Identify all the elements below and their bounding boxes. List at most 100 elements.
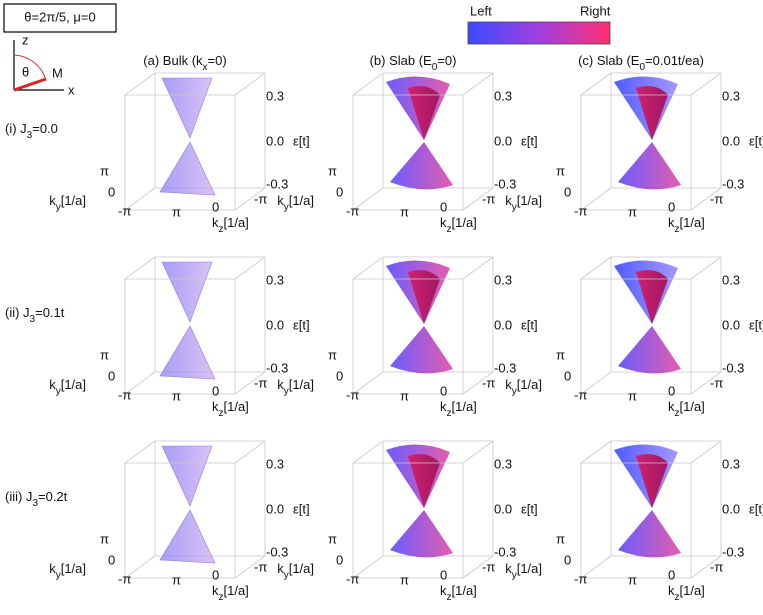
- ky-axis-label: ky[1/a]: [277, 561, 314, 581]
- kz-tick-label: -π: [710, 191, 723, 206]
- energy-axis-label: ε[t]: [521, 317, 538, 332]
- column-title-part: =0): [437, 53, 456, 68]
- ky-tick-label: -π: [346, 387, 359, 402]
- kz-axis-label-part: z: [219, 592, 224, 603]
- kz-tick-label: -π: [482, 559, 495, 574]
- m-arrow: [13, 77, 47, 92]
- cube-edge: [462, 72, 494, 96]
- cube-edge: [124, 256, 156, 280]
- panel: [124, 440, 266, 579]
- kz-tick-label: 0: [212, 199, 219, 214]
- kz-axis-label-part: z: [219, 408, 224, 419]
- ky-axis-label: ky[1/a]: [49, 377, 86, 397]
- surface: [159, 325, 216, 380]
- kz-axis-label-part: k: [440, 215, 447, 230]
- ky-axis-label-part: k: [505, 193, 512, 208]
- cube-edge: [124, 555, 156, 579]
- energy-axis-label: ε[t]: [521, 133, 538, 148]
- energy-tick-label: -0.3: [494, 176, 516, 191]
- kz-tick-label: 0: [668, 199, 675, 214]
- ky-axis-label-part: k: [277, 561, 284, 576]
- cube-edge: [690, 555, 722, 579]
- energy-tick-label: 0.0: [266, 501, 284, 516]
- cube-edge: [234, 371, 266, 395]
- ky-tick-label: π: [556, 163, 565, 178]
- cube-edge: [124, 440, 156, 464]
- cube-edge: [580, 187, 612, 211]
- kz-tick-label: π: [400, 204, 409, 219]
- energy-tick-label: 0.0: [722, 133, 740, 148]
- row-label-part: 3: [30, 314, 36, 325]
- cube-edge: [580, 256, 612, 280]
- cube-edge: [690, 256, 722, 280]
- column-title-part: =0.01t/ea): [645, 53, 704, 68]
- energy-tick-label: 0.3: [494, 456, 512, 471]
- surface: [636, 454, 668, 508]
- kz-tick-label: π: [628, 572, 637, 587]
- kz-axis-label-part: z: [675, 224, 680, 235]
- ky-axis-label-part: [1/a]: [61, 377, 86, 392]
- ky-tick-label: π: [100, 531, 109, 546]
- kz-axis-label-part: [1/a]: [452, 215, 477, 230]
- ky-tick-label: -π: [346, 203, 359, 218]
- ky-axis-label-part: [1/a]: [517, 193, 542, 208]
- ky-axis-label-part: k: [277, 193, 284, 208]
- column-title-part: (a) Bulk (k: [143, 53, 203, 68]
- energy-tick-label: -0.3: [722, 360, 744, 375]
- kz-axis-label-part: k: [212, 399, 219, 414]
- kz-axis-label-part: k: [212, 583, 219, 598]
- kz-axis-label-part: z: [447, 592, 452, 603]
- panel: [580, 256, 722, 395]
- panel: [580, 440, 722, 579]
- row-label-part: 3: [32, 498, 38, 509]
- kz-tick-label: 0: [440, 199, 447, 214]
- kz-axis-label: kz[1/a]: [668, 399, 705, 419]
- kz-tick-label: -π: [482, 375, 495, 390]
- row-label-part: =0.1t: [35, 305, 65, 320]
- kz-tick-label: π: [400, 572, 409, 587]
- kz-axis-label-part: k: [668, 399, 675, 414]
- cube-edge: [462, 256, 494, 280]
- ky-tick-label: 0: [108, 184, 115, 199]
- panel: [352, 256, 494, 395]
- kz-tick-label: π: [172, 388, 181, 403]
- energy-tick-label: -0.3: [266, 360, 288, 375]
- surface: [390, 326, 453, 374]
- ky-axis-label-part: k: [49, 561, 56, 576]
- cube-edge: [462, 187, 494, 211]
- ky-axis-label-part: [1/a]: [289, 377, 314, 392]
- energy-tick-label: -0.3: [494, 360, 516, 375]
- kz-axis-label-part: z: [675, 592, 680, 603]
- surface: [159, 509, 216, 564]
- ky-tick-label: 0: [108, 368, 115, 383]
- kz-axis-label-part: z: [219, 224, 224, 235]
- cube-edge: [352, 440, 384, 464]
- ky-axis-label: ky[1/a]: [49, 561, 86, 581]
- ky-tick-label: -π: [118, 387, 131, 402]
- ky-tick-label: 0: [564, 552, 571, 567]
- column-title: (c) Slab (E0=0.01t/ea): [578, 53, 704, 73]
- kz-axis-label-part: z: [447, 224, 452, 235]
- surface: [636, 270, 668, 324]
- kz-axis-label-part: [1/a]: [452, 583, 477, 598]
- surface: [618, 326, 681, 374]
- cube-edge: [580, 371, 612, 395]
- surface: [636, 86, 668, 140]
- surface: [159, 141, 216, 196]
- cube-edge: [234, 256, 266, 280]
- cube-edge: [234, 440, 266, 464]
- colorbar: [467, 21, 611, 45]
- energy-tick-label: 0.3: [722, 272, 740, 287]
- kz-axis-label-part: k: [212, 215, 219, 230]
- surface: [408, 270, 440, 324]
- energy-axis-label: ε[t]: [293, 501, 310, 516]
- kz-axis-label-part: z: [447, 408, 452, 419]
- ky-axis-label-part: y: [56, 386, 61, 397]
- ky-axis-label-part: [1/a]: [61, 193, 86, 208]
- ky-axis-label-part: [1/a]: [517, 377, 542, 392]
- header-box: [3, 3, 117, 33]
- cube-edge: [462, 371, 494, 395]
- column-title-part: 0: [432, 62, 438, 73]
- kz-axis-label-part: [1/a]: [680, 583, 705, 598]
